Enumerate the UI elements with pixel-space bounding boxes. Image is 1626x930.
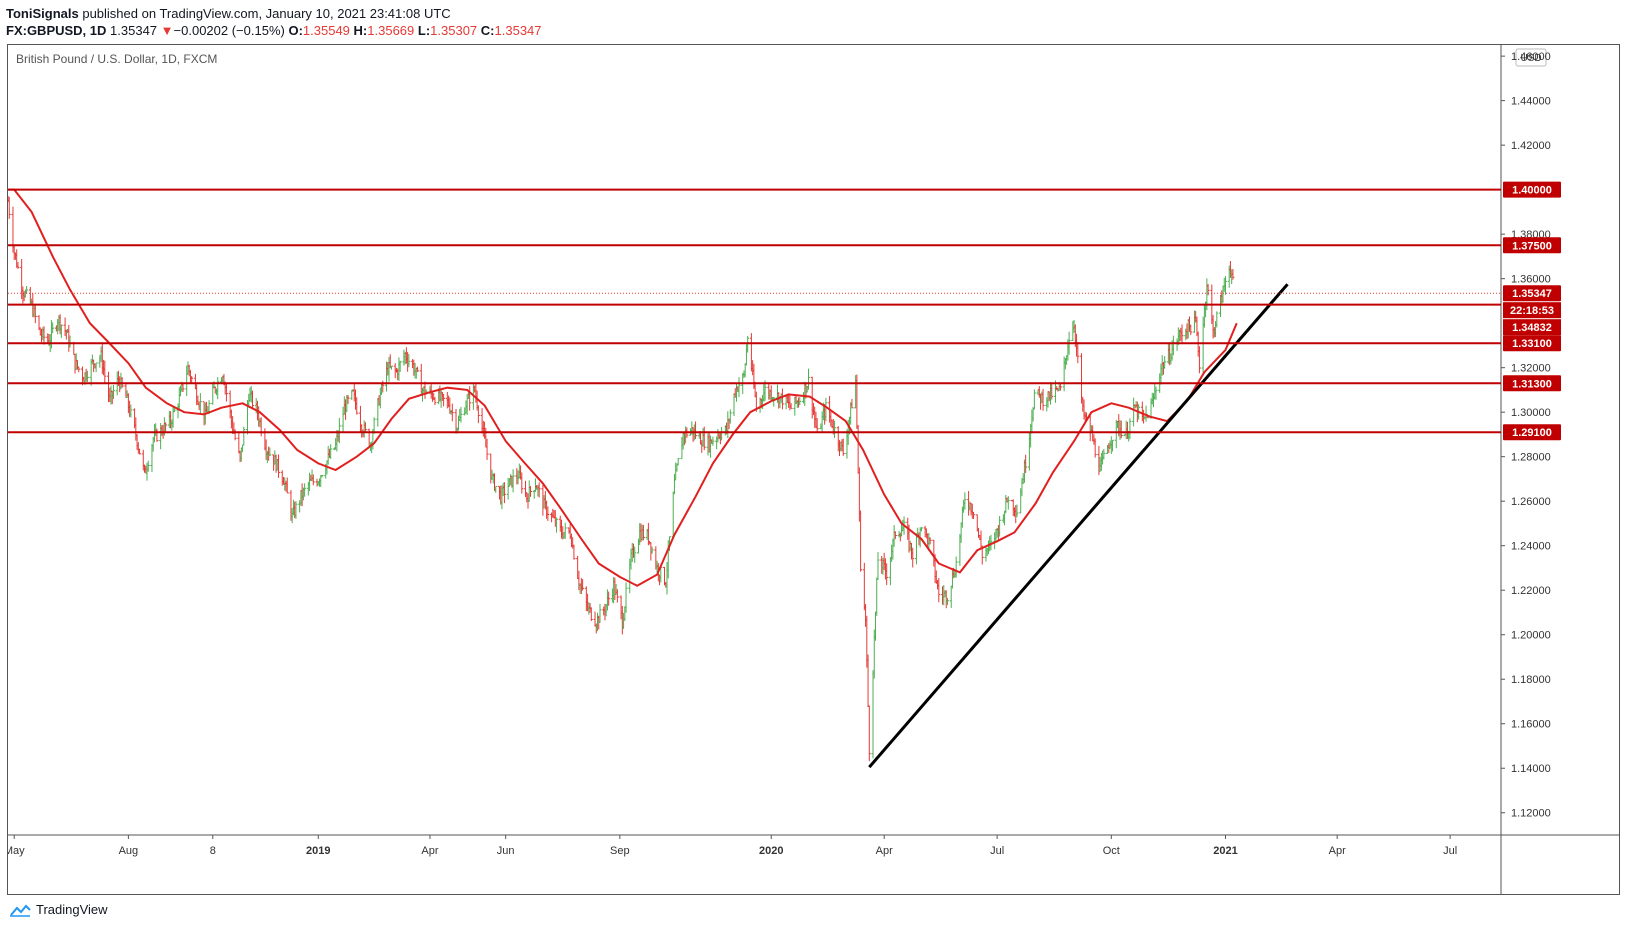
change-arrow-icon: ▼ [160, 23, 174, 38]
y-tick-label: 1.46000 [1511, 51, 1551, 63]
symbol-line: FX:GBPUSD, 1D 1.35347 ▼−0.00202 (−0.15%)… [6, 23, 542, 39]
y-tick-label: 1.32000 [1511, 363, 1551, 375]
x-tick-label: Apr [876, 845, 893, 857]
x-tick-label: 2020 [759, 845, 783, 857]
close-label: C: [480, 23, 495, 38]
high-label: H: [353, 23, 368, 38]
x-tick-label: 8 [210, 845, 216, 857]
level-price-label: 1.29100 [1512, 427, 1552, 439]
level-price-label-bg [1503, 319, 1561, 336]
brand-label: TradingView [36, 902, 108, 917]
currency-box[interactable] [1515, 48, 1547, 67]
author-name[interactable]: ToniSignals [6, 6, 79, 21]
level-price-label: 1.40000 [1512, 185, 1552, 197]
y-tick-label: 1.22000 [1511, 585, 1551, 597]
y-tick-label: 1.14000 [1511, 763, 1551, 775]
chart-frame[interactable]: British Pound / U.S. Dollar, 1D, FXCM USD… [7, 44, 1620, 895]
publish-line: ToniSignals published on TradingView.com… [6, 6, 451, 22]
y-tick-label: 1.42000 [1511, 140, 1551, 152]
last-price-label: 1.35347 [1512, 288, 1552, 300]
x-tick-label: 2021 [1213, 845, 1237, 857]
y-tick-label: 1.20000 [1511, 630, 1551, 642]
x-tick-label: Sep [610, 845, 630, 857]
y-tick-label: 1.16000 [1511, 719, 1551, 731]
y-tick-label: 1.30000 [1511, 407, 1551, 419]
high-value: 1.35669 [367, 23, 415, 38]
level-price-label-bg [1503, 424, 1561, 441]
level-price-label: 1.34832 [1512, 322, 1552, 334]
low-label: L: [417, 23, 431, 38]
x-tick-label: Aug [119, 845, 139, 857]
low-value: 1.35307 [430, 23, 478, 38]
level-price-label: 1.33100 [1512, 338, 1552, 350]
x-tick-label: May [8, 845, 25, 857]
last-price-label-bg [1503, 285, 1561, 302]
level-price-label-bg [1503, 181, 1561, 198]
tradingview-brand[interactable]: TradingView [8, 902, 108, 917]
level-price-label: 1.31300 [1512, 378, 1552, 390]
countdown-label: 22:18:53 [1510, 305, 1554, 317]
published-text: published on TradingView.com, January 10… [82, 6, 451, 21]
tradingview-cloud-icon [10, 904, 31, 917]
x-tick-label: Jul [1443, 845, 1457, 857]
x-tick-label: Oct [1103, 845, 1120, 857]
chart-title: British Pound / U.S. Dollar, 1D, FXCM [16, 52, 217, 66]
level-price-label-bg [1503, 335, 1561, 352]
x-tick-label: Jun [497, 845, 515, 857]
level-price-label-bg [1503, 375, 1561, 392]
countdown-bg [1503, 302, 1561, 319]
level-price-label-bg [1503, 237, 1561, 254]
trendline[interactable] [868, 283, 1289, 769]
y-tick-label: 1.26000 [1511, 496, 1551, 508]
open-value: 1.35549 [302, 23, 350, 38]
symbol-label: FX:GBPUSD, 1D [6, 23, 107, 38]
y-tick-label: 1.18000 [1511, 674, 1551, 686]
moving-average-line[interactable] [8, 188, 1238, 587]
y-tick-label: 1.44000 [1511, 96, 1551, 108]
y-tick-label: 1.12000 [1511, 808, 1551, 820]
x-tick-label: Apr [421, 845, 438, 857]
level-price-label: 1.37500 [1512, 240, 1552, 252]
x-tick-label: Jul [990, 845, 1004, 857]
close-value: 1.35347 [494, 23, 542, 38]
y-tick-label: 1.24000 [1511, 541, 1551, 553]
x-tick-label: 2019 [306, 845, 330, 857]
change-value: −0.00202 (−0.15%) [173, 23, 285, 38]
last-price: 1.35347 [110, 23, 158, 38]
open-label: O: [288, 23, 303, 38]
y-tick-label: 1.36000 [1511, 274, 1551, 286]
currency-label: USD [1520, 53, 1541, 64]
x-tick-label: Apr [1329, 845, 1346, 857]
y-tick-label: 1.28000 [1511, 452, 1551, 464]
chart-svg[interactable]: British Pound / U.S. Dollar, 1D, FXCM USD… [8, 45, 1619, 894]
